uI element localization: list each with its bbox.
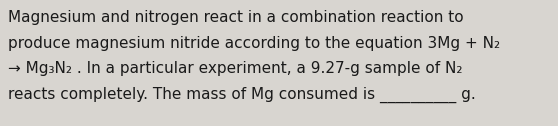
Text: → Mg₃N₂ . In a particular experiment, a 9.27-g sample of N₂: → Mg₃N₂ . In a particular experiment, a …	[8, 61, 463, 76]
Text: reacts completely. The mass of Mg consumed is __________ g.: reacts completely. The mass of Mg consum…	[8, 87, 476, 103]
Text: Magnesium and nitrogen react in a combination reaction to: Magnesium and nitrogen react in a combin…	[8, 10, 464, 25]
Text: produce magnesium nitride according to the equation 3Mg + N₂: produce magnesium nitride according to t…	[8, 36, 500, 51]
